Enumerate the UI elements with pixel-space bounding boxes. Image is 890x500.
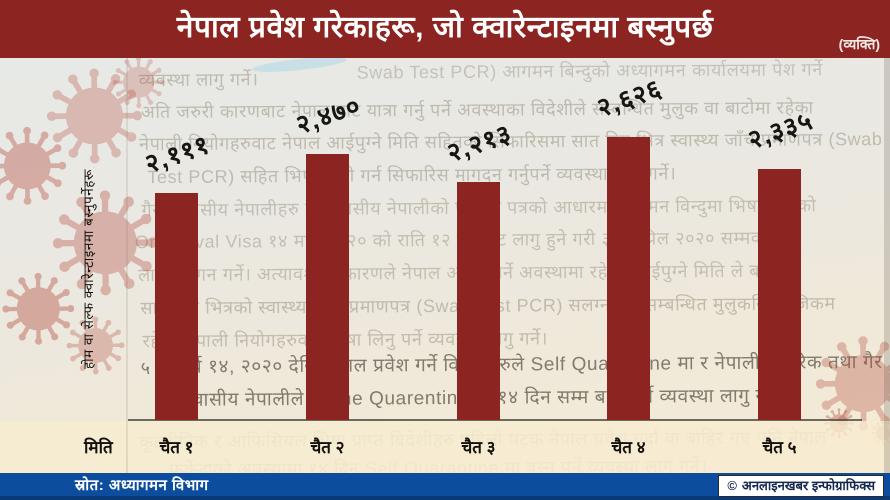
coronavirus-icon <box>46 67 142 164</box>
x-axis-line <box>128 419 862 421</box>
chart-area: व्यवस्था लागु गर्ने। Swab Test PCR) आगमन … <box>0 58 890 473</box>
background-document-text: Test PCR) सहित भिषा जारी गर्न सिफारिस मा… <box>147 163 677 188</box>
x-axis-tick-label: चैत ३ <box>461 438 496 457</box>
x-axis-tick-label: चैत ४ <box>611 438 646 457</box>
paper-fold-left <box>126 58 128 473</box>
copyright-icon: © <box>727 478 737 493</box>
page-title: नेपाल प्रवेश गरेकाहरू, जो क्वारेन्टाइनमा… <box>176 11 714 44</box>
x-axis-title: मिति <box>84 438 113 457</box>
coronavirus-icon <box>0 126 67 206</box>
coronavirus-icon <box>815 335 890 431</box>
x-axis-tick-label: चैत ५ <box>762 438 797 457</box>
coronavirus-icon <box>66 316 125 375</box>
coronavirus-icon <box>2 272 75 346</box>
bar-चैत ३ <box>457 182 500 420</box>
x-axis-tick-label: चैत २ <box>310 438 345 457</box>
source-label: स्रोत: अध्यागमन विभाग <box>75 477 209 494</box>
y-axis-title: होम वा सेल्फ क्वारेन्टाइनमा बस्नुपर्नेहर… <box>81 169 96 369</box>
bar-चैत ५ <box>758 169 801 420</box>
unit-label: (व्यक्ति) <box>838 36 880 52</box>
credit-label: अनलाइनखबर इन्फोग्राफिक्स <box>741 478 875 493</box>
background-document-text: Swab Test PCR) आगमन बिन्दुको अध्यागमन का… <box>356 59 823 83</box>
x-axis-tick-label: चैत १ <box>159 438 194 457</box>
bar-चैत २ <box>306 154 349 420</box>
background-list-marker: ५ <box>140 358 151 379</box>
background-document-text: अति जरुरी कारणबाट नेपाल बाट यात्रा गर्नु… <box>140 97 814 123</box>
footer-bar: स्रोत: अध्यागमन विभाग © अनलाइनखबर इन्फोग्… <box>0 473 890 500</box>
paper-edge-right <box>884 58 890 473</box>
paper-band <box>0 421 890 473</box>
bar-चैत १ <box>155 193 198 420</box>
coronavirus-icon <box>52 189 158 296</box>
background-document-text: On Arrival Visa १४ मार्च २०२० को राति १२… <box>134 227 770 253</box>
title-bar: नेपाल प्रवेश गरेकाहरू, जो क्वारेन्टाइनमा… <box>0 0 890 58</box>
coronavirus-icon <box>112 58 165 109</box>
credit-badge: © अनलाइनखबर इन्फोग्राफिक्स <box>718 475 884 497</box>
bar-चैत ४ <box>607 137 650 420</box>
